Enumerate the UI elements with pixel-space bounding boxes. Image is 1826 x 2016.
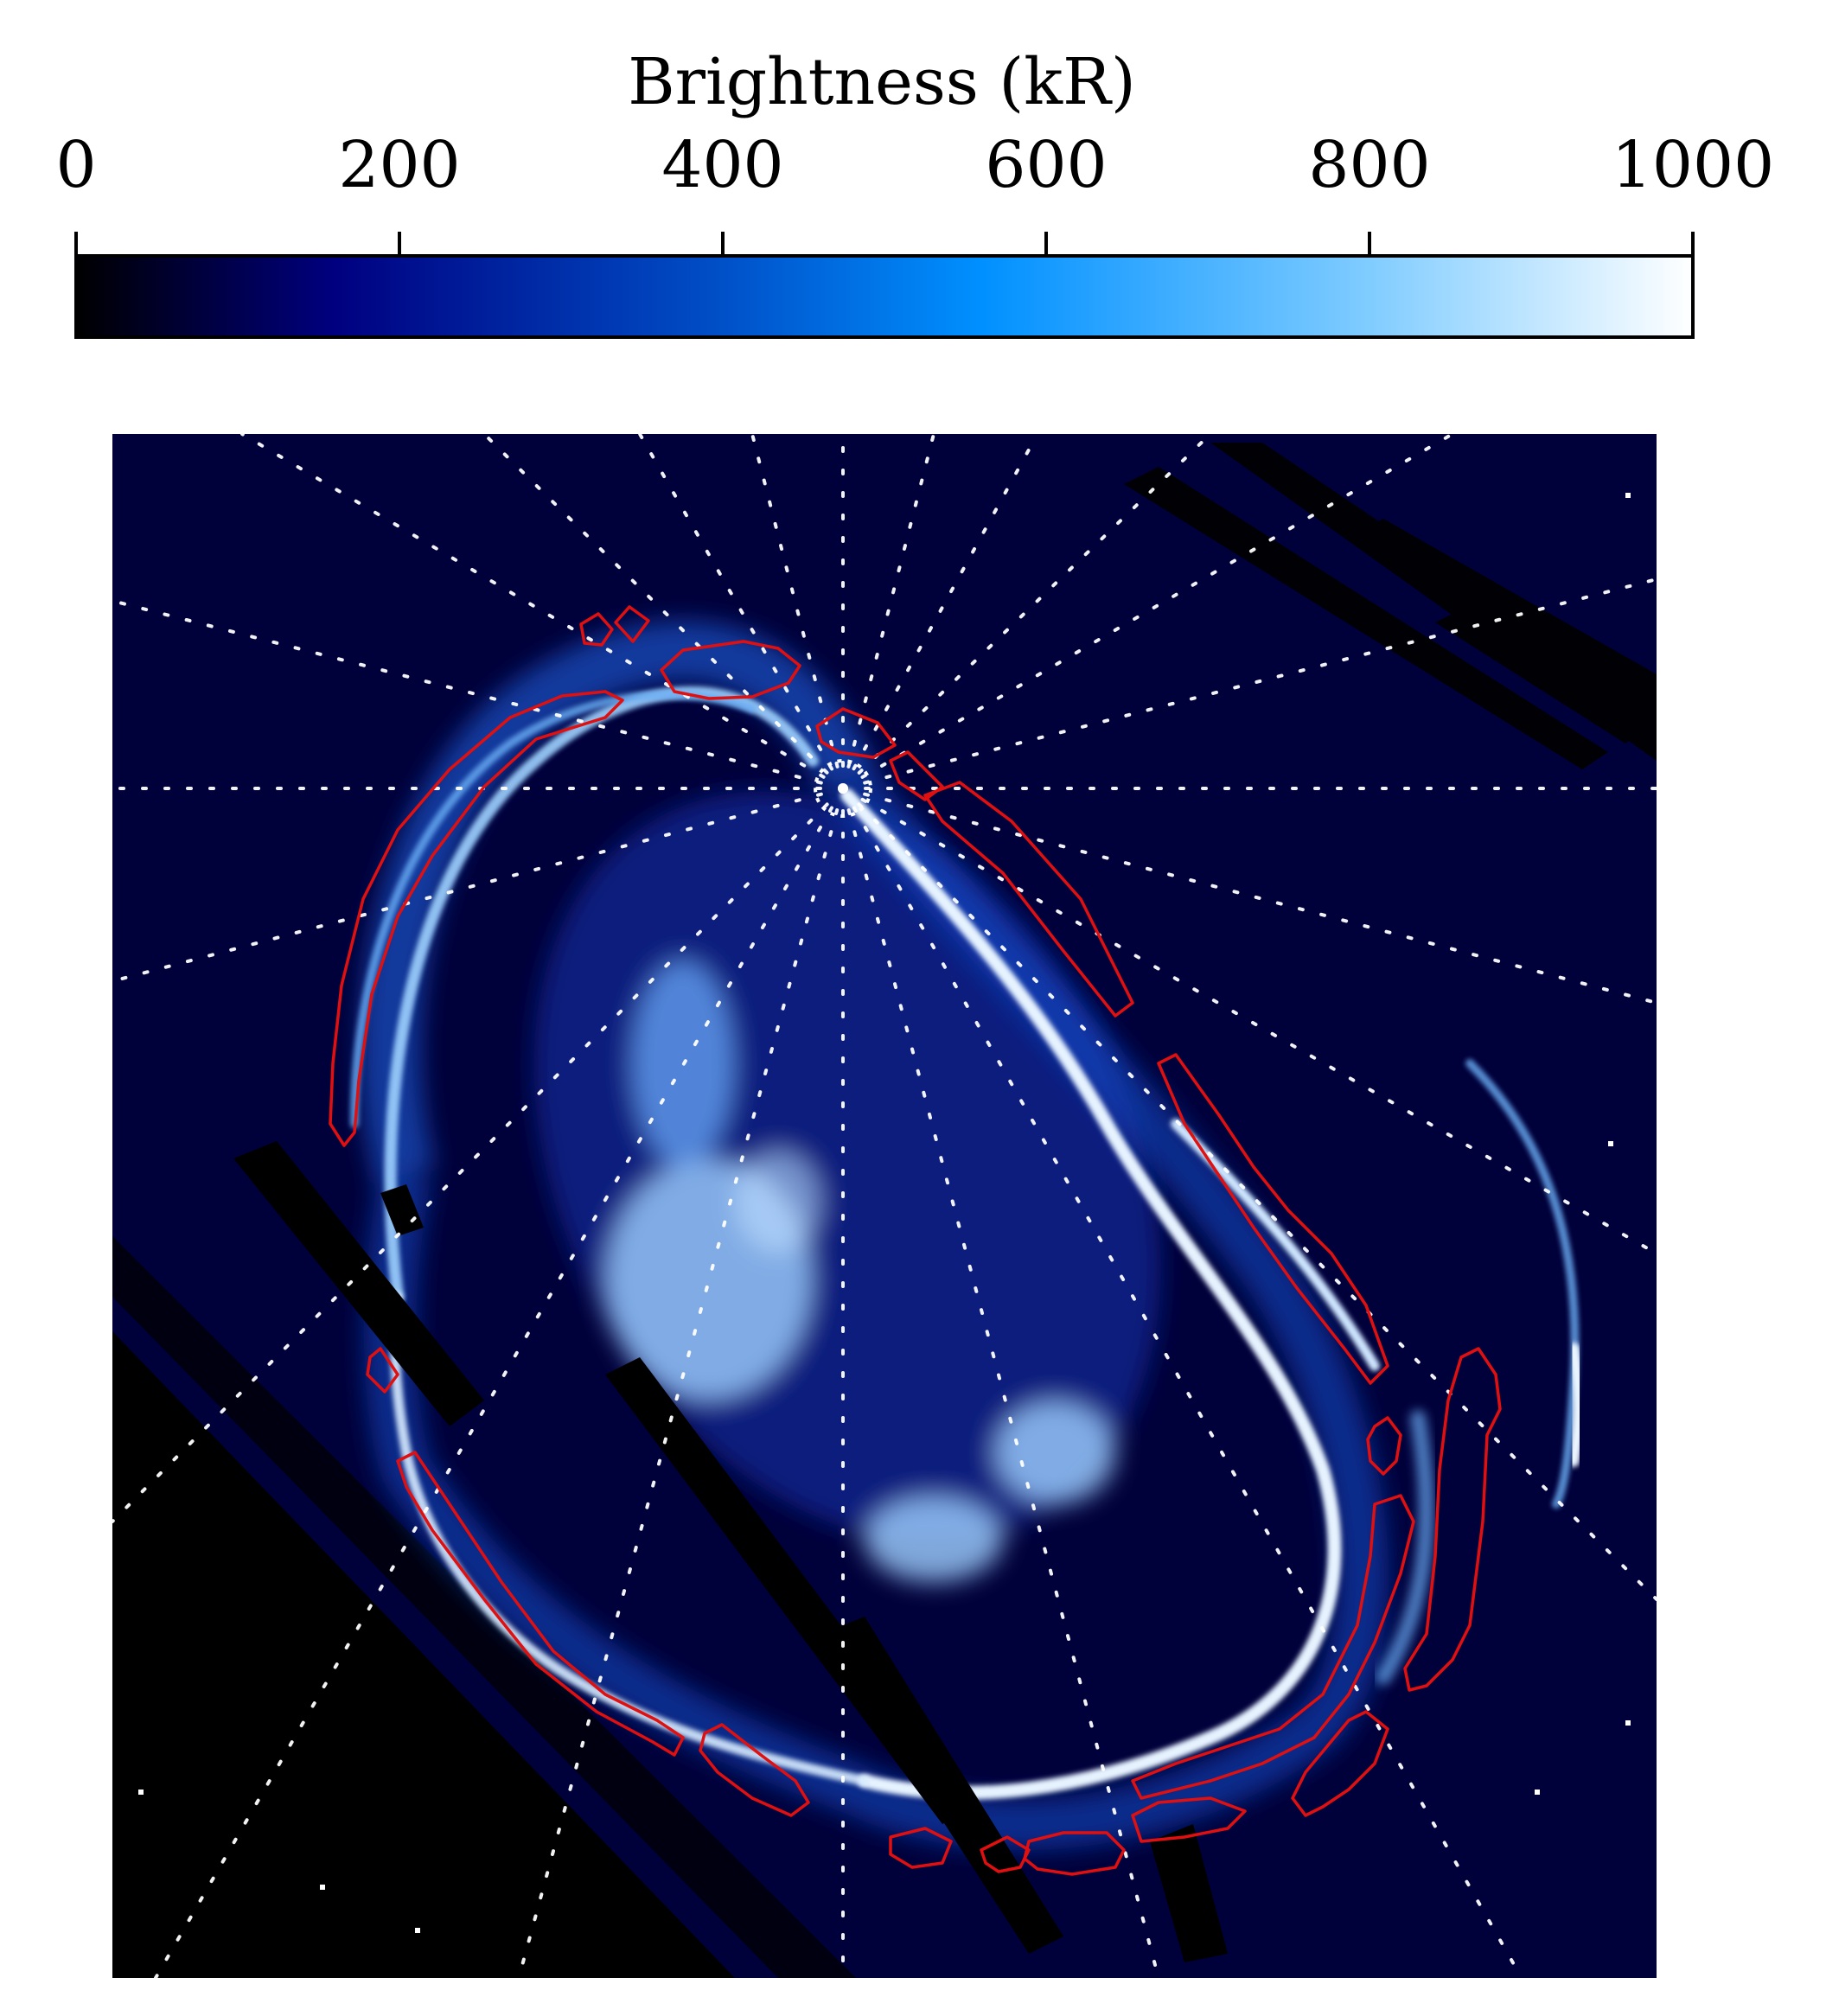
pole-dot — [838, 783, 848, 794]
limb-mask — [112, 1331, 735, 1978]
noise-points — [138, 493, 1631, 1933]
region-contours — [329, 605, 1502, 1876]
pole-marker — [814, 759, 872, 818]
main-oval — [350, 686, 1585, 1800]
colorbar-tick-label: 1000 — [1611, 128, 1775, 202]
colorbar — [74, 254, 1695, 339]
colorbar-tick-label: 600 — [985, 128, 1108, 202]
colorbar-ticks — [74, 232, 1695, 256]
colorbar-tick-label: 400 — [661, 128, 784, 202]
colorbar-tick-label: 0 — [55, 128, 97, 202]
aurora-image — [112, 434, 1657, 1978]
colorbar-title: Brightness (kR) — [628, 45, 1136, 119]
detector-artifacts — [1124, 443, 1657, 769]
coordinate-grid — [112, 434, 1657, 1978]
colorbar-tick-label: 200 — [338, 128, 461, 202]
colorbar-tick-label: 800 — [1308, 128, 1431, 202]
